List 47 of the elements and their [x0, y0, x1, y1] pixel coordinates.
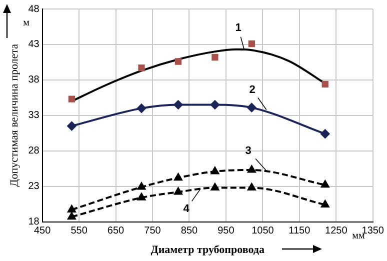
x-tick-label: 650 — [107, 226, 125, 237]
point — [174, 173, 182, 181]
point — [210, 100, 220, 110]
point — [137, 182, 146, 190]
point — [210, 166, 219, 174]
point — [212, 54, 218, 61]
point — [174, 100, 183, 110]
y-tick-label: 48 — [28, 4, 40, 15]
point — [136, 104, 146, 113]
annotation: 1 — [235, 22, 242, 34]
point — [68, 96, 76, 102]
point — [321, 200, 330, 208]
y-axis-title: Допустимая величина пролета — [8, 44, 20, 187]
text: м — [23, 18, 30, 29]
point — [321, 180, 330, 188]
y-tick-label: 33 — [28, 110, 40, 122]
point — [247, 103, 256, 112]
annotation: 3 — [245, 144, 252, 157]
point — [138, 64, 145, 72]
annotation: 4 — [183, 203, 190, 216]
point — [68, 212, 76, 220]
annotation: 2 — [249, 84, 256, 96]
y-tick-label: 23 — [28, 181, 40, 192]
x-tick-label: 950 — [218, 226, 235, 237]
y-tick-label: 43 — [28, 39, 40, 50]
x-tick-label: 550 — [70, 226, 88, 237]
point — [67, 122, 76, 131]
x-tick-label: 1050 — [252, 226, 274, 237]
point — [137, 193, 146, 200]
point — [210, 183, 219, 190]
point — [248, 183, 256, 190]
x-tick-label: 750 — [144, 226, 162, 237]
point — [320, 129, 330, 138]
point — [68, 205, 76, 212]
x-tick-label: 450 — [34, 226, 52, 237]
x-tick-label: 1150 — [288, 226, 311, 237]
y-tick-label: 18 — [28, 216, 40, 228]
point — [248, 166, 256, 173]
point — [174, 58, 182, 65]
y-tick-label: 38 — [28, 74, 40, 86]
point — [322, 80, 328, 88]
x-axis-title: Диаметр трубопровода — [150, 244, 265, 256]
y-tick-label: 28 — [28, 146, 40, 157]
x-tick-label: 850 — [180, 226, 198, 237]
x-tick-label: 1250 — [325, 226, 348, 237]
point — [248, 40, 256, 48]
point — [174, 188, 182, 195]
